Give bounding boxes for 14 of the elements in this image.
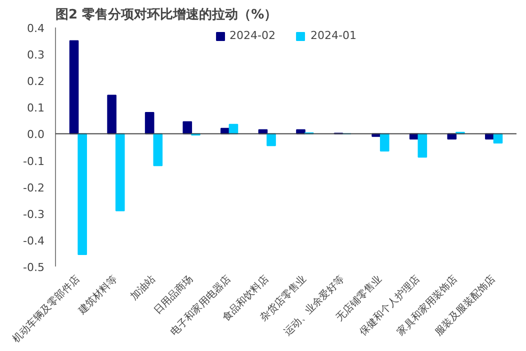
y-tick-label: -0.5	[23, 261, 45, 274]
chart-title: 图2 零售分项对环比增速的拉动（%）	[56, 8, 278, 22]
y-tick-label: 0.2	[27, 75, 45, 88]
y-tick-label: 0.1	[27, 102, 45, 115]
x-tick-label: 加油站	[128, 272, 158, 303]
y-tick-label: -0.3	[23, 208, 45, 221]
legend-label: 2024-02	[230, 29, 276, 42]
legend-label: 2024-01	[310, 29, 356, 42]
y-tick-label: -0.2	[23, 181, 45, 194]
y-tick-label: -0.1	[23, 154, 45, 168]
y-tick-label: 0.4	[27, 22, 45, 35]
y-tick-label: -0.4	[23, 234, 45, 248]
y-tick-label: 0.0	[27, 128, 45, 142]
y-tick-label: 0.3	[27, 48, 45, 62]
